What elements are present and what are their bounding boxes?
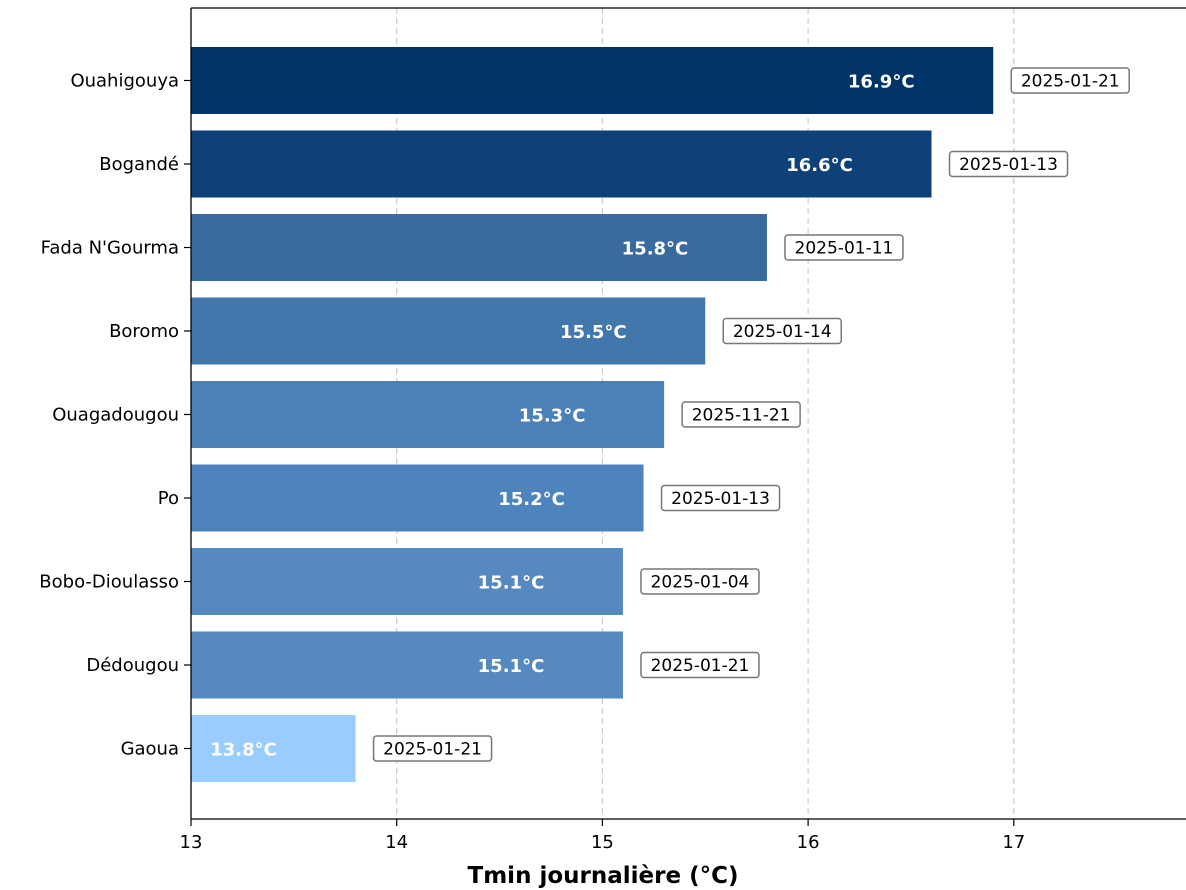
bar — [191, 47, 994, 114]
category-label: Boromo — [109, 321, 179, 342]
date-label: 2025-01-21 — [1021, 72, 1120, 92]
x-tick-labels: 13 14 15 16 17 — [180, 832, 1026, 853]
category-label: Bogandé — [99, 154, 179, 175]
value-label: 15.1°C — [478, 573, 545, 594]
value-label: 16.9°C — [848, 72, 915, 93]
value-label: 13.8°C — [210, 740, 277, 761]
date-label: 2025-01-14 — [733, 322, 832, 342]
value-label: 15.3°C — [519, 406, 586, 427]
y-tick-labels: Ouahigouya Bogandé Fada N'Gourma Boromo Ouag… — [39, 71, 179, 760]
bar — [191, 214, 767, 281]
category-label: Ouagadougou — [52, 405, 179, 426]
date-label-box — [640, 568, 760, 595]
x-axis-label: Tmin journalière (°C) — [468, 863, 739, 889]
bar — [191, 381, 665, 448]
date-label: 2025-11-21 — [692, 406, 791, 426]
bars: 16.9°C 2025-01-21 16.6°C 2025-01-13 15.8°C 20… — [191, 47, 1130, 782]
axes — [184, 7, 1186, 826]
date-label: 2025-01-13 — [671, 489, 770, 509]
bar — [191, 715, 356, 782]
category-label: Fada N'Gourma — [41, 238, 179, 259]
x-tick-label: 13 — [180, 832, 203, 853]
date-label: 2025-01-11 — [795, 239, 894, 259]
value-label: 15.2°C — [498, 489, 565, 510]
date-label-box — [722, 317, 842, 345]
category-label: Dédougou — [86, 655, 179, 676]
category-label: Gaoua — [121, 739, 179, 760]
category-label: Po — [158, 488, 179, 509]
date-label-box — [681, 401, 801, 428]
bar — [191, 130, 932, 198]
value-label: 15.1°C — [478, 656, 545, 677]
value-label: 15.5°C — [560, 322, 627, 343]
bar — [191, 548, 623, 615]
value-label: 15.8°C — [622, 239, 689, 260]
date-label-box — [1010, 67, 1130, 94]
bar — [191, 464, 644, 532]
date-label: 2025-01-21 — [383, 740, 482, 760]
date-label-box — [640, 651, 760, 679]
value-label: 16.6°C — [786, 155, 853, 176]
date-label-box — [948, 150, 1069, 178]
date-label: 2025-01-21 — [651, 656, 750, 676]
date-label-box — [660, 484, 781, 512]
x-tick-label: 16 — [797, 832, 820, 853]
x-tick-label: 15 — [591, 832, 614, 853]
bar — [191, 297, 706, 365]
category-label: Ouahigouya — [70, 71, 179, 92]
date-label: 2025-01-13 — [959, 155, 1058, 175]
category-label: Bobo-Dioulasso — [39, 572, 179, 593]
date-label-box — [372, 735, 493, 762]
bar — [191, 631, 623, 699]
x-tick-label: 14 — [385, 832, 408, 853]
date-label-box — [784, 234, 904, 261]
date-label: 2025-01-04 — [651, 573, 750, 593]
x-tick-label: 17 — [1002, 832, 1025, 853]
